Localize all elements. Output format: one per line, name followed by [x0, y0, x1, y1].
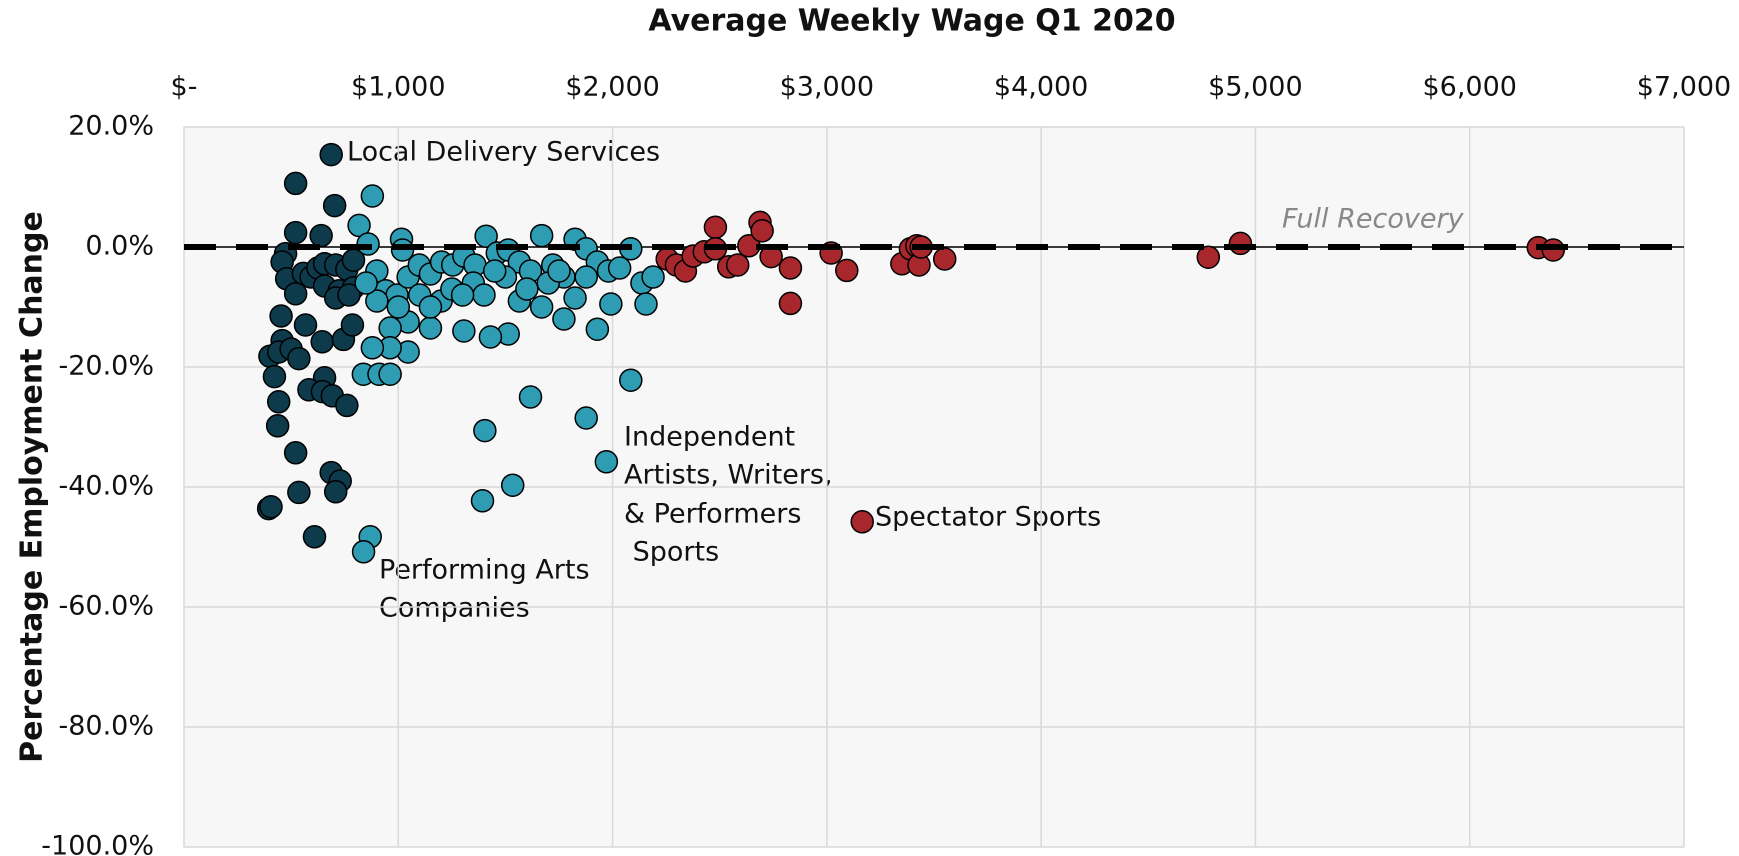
point [725, 253, 750, 277]
point [547, 259, 571, 283]
annotation: Performing Arts [379, 555, 590, 586]
point [354, 271, 378, 295]
point [552, 307, 576, 331]
y-tick-label: -20.0% [58, 351, 154, 382]
x-tick-label: $2,000 [565, 72, 659, 103]
point [574, 406, 598, 430]
point [500, 473, 525, 497]
point [473, 418, 497, 443]
point [932, 247, 957, 271]
annotation: Companies [379, 593, 530, 624]
point [529, 223, 554, 248]
point [283, 171, 308, 196]
point [778, 291, 803, 316]
point [283, 220, 308, 245]
point [309, 223, 333, 248]
point [585, 317, 610, 341]
point [474, 224, 498, 248]
chart-title: Average Weekly Wage Q1 2020 [648, 4, 1175, 39]
point [1228, 231, 1253, 256]
reference-label: Full Recovery [1282, 204, 1465, 235]
point [599, 292, 623, 316]
point [418, 295, 443, 319]
point [594, 450, 619, 474]
point [266, 390, 291, 414]
point [563, 286, 587, 310]
point [378, 316, 402, 340]
point [360, 336, 385, 360]
point [283, 441, 308, 465]
point [262, 364, 287, 389]
point [265, 414, 290, 438]
point [750, 219, 774, 243]
annotations: Local Delivery Services Performing Arts … [347, 137, 1465, 624]
point [351, 540, 376, 564]
point [319, 142, 343, 167]
annotation: Independent [624, 422, 795, 453]
point [470, 489, 495, 513]
point [482, 259, 507, 283]
point [287, 346, 311, 371]
point [283, 282, 308, 306]
point [529, 295, 554, 319]
annotation: Sports [624, 537, 719, 568]
point [347, 213, 371, 238]
point [287, 480, 311, 505]
y-tick-label: 20.0% [68, 111, 154, 142]
point [450, 283, 475, 307]
x-tick-label: $- [171, 72, 198, 103]
point [472, 283, 496, 307]
point [323, 480, 348, 504]
point [518, 385, 543, 409]
x-tick-label: $4,000 [994, 72, 1088, 103]
y-axis-title: Percentage Employment Change [15, 211, 50, 763]
point [293, 313, 318, 337]
point [337, 283, 361, 307]
point [365, 289, 389, 313]
y-tick-label: 0.0% [85, 231, 154, 262]
annotation: Local Delivery Services [347, 137, 660, 168]
point [607, 256, 632, 280]
y-tick-label: -100.0% [41, 831, 154, 856]
point [574, 265, 598, 289]
x-tick-label: $5,000 [1208, 72, 1302, 103]
point [850, 510, 874, 534]
point [335, 393, 359, 418]
y-tick-label: -60.0% [58, 591, 154, 622]
y-tick-label: -40.0% [58, 471, 154, 502]
point [386, 295, 411, 319]
point [360, 184, 385, 208]
x-tick-label: $3,000 [780, 72, 874, 103]
x-tick-label: $6,000 [1422, 72, 1516, 103]
point [310, 330, 334, 354]
point [515, 277, 539, 301]
annotation: Spectator Sports [875, 502, 1101, 533]
point [378, 362, 402, 386]
point [418, 316, 443, 340]
point [641, 265, 665, 289]
point [322, 193, 347, 218]
point [302, 525, 327, 549]
x-tick-label: $1,000 [351, 72, 445, 103]
point [835, 258, 859, 283]
point [778, 256, 803, 280]
point [269, 304, 293, 328]
y-tick-label: -80.0% [58, 711, 154, 742]
point [478, 325, 503, 349]
point [634, 292, 658, 316]
x-tick-label: $7,000 [1637, 72, 1731, 103]
annotation: Artists, Writers, [624, 460, 833, 491]
point [619, 368, 643, 392]
point [452, 319, 476, 343]
point [259, 495, 283, 519]
annotation: & Performers [624, 499, 801, 530]
point [703, 215, 728, 239]
point [340, 313, 365, 337]
point [1196, 245, 1221, 269]
